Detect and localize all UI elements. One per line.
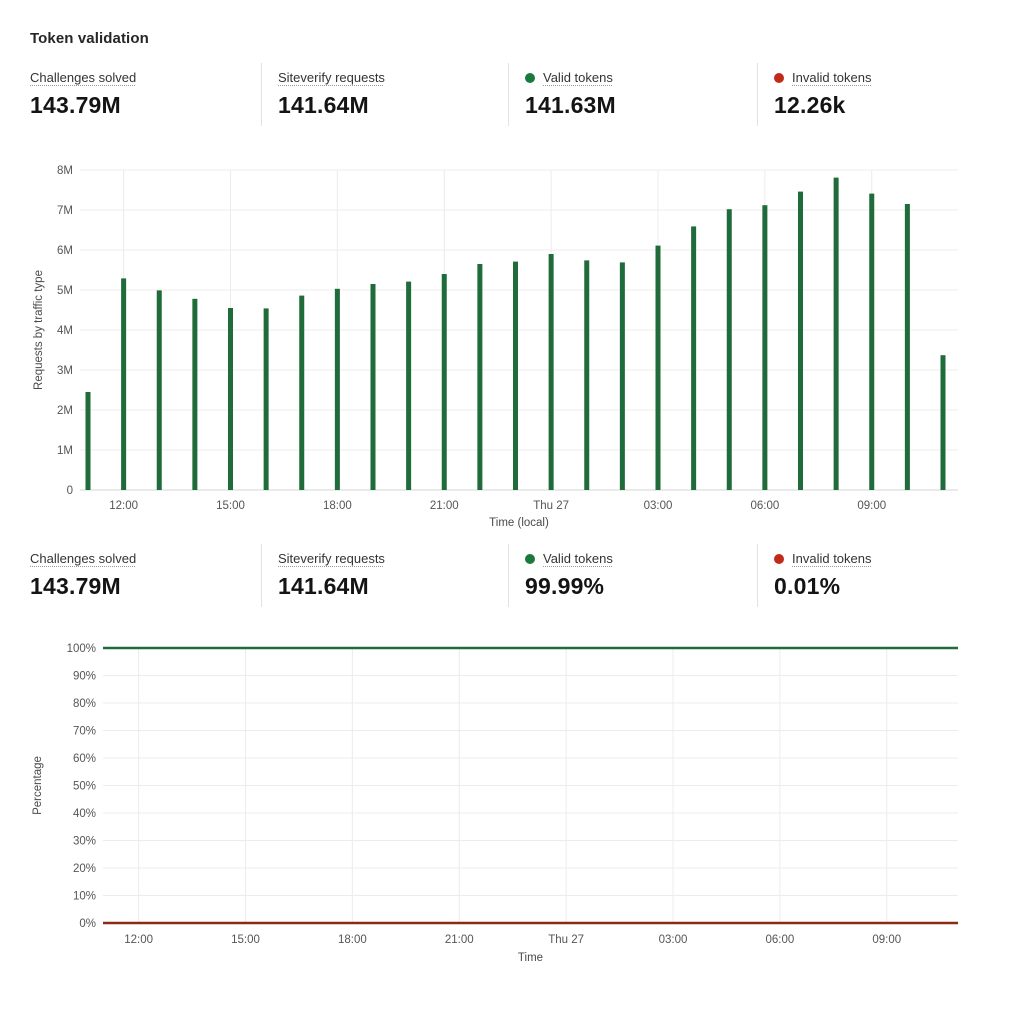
stat-invalid-tokens: Invalid tokens 0.01% [757, 544, 989, 607]
page-title: Token validation [30, 30, 149, 47]
stat-label: Challenges solved [30, 70, 137, 85]
svg-text:03:00: 03:00 [659, 934, 688, 946]
token-validity-percentage-chart[interactable]: 0% 10% 20% 30% 40% 50% 60% 70% 80% 90% 100% 12:00 15… [30, 635, 959, 970]
svg-text:18:00: 18:00 [323, 500, 352, 512]
svg-text:100%: 100% [67, 643, 96, 655]
svg-text:10%: 10% [73, 891, 96, 903]
svg-text:12:00: 12:00 [109, 500, 138, 512]
stat-label: Valid tokens [543, 551, 613, 566]
stat-invalid-tokens: Invalid tokens 12.26k [757, 63, 989, 126]
svg-text:Time: Time [518, 952, 543, 964]
svg-text:18:00: 18:00 [338, 934, 367, 946]
svg-text:0%: 0% [79, 918, 96, 930]
stat-label: Invalid tokens [792, 551, 872, 566]
stat-label: Siteverify requests [278, 70, 385, 85]
svg-text:20%: 20% [73, 863, 96, 875]
stat-label: Invalid tokens [792, 70, 872, 85]
stat-value: 0.01% [774, 573, 841, 599]
svg-text:Thu 27: Thu 27 [548, 934, 584, 946]
stat-value: 143.79M [30, 92, 121, 118]
stat-value: 141.64M [278, 573, 369, 599]
stats-row-top: Challenges solved 143.79M Siteverify req… [30, 63, 989, 126]
stat-value: 143.79M [30, 573, 121, 599]
svg-text:5M: 5M [57, 285, 73, 297]
svg-text:80%: 80% [73, 698, 96, 710]
stat-challenges-solved: Challenges solved 143.79M [30, 63, 261, 126]
svg-text:Requests by traffic type: Requests by traffic type [33, 270, 45, 390]
svg-text:Thu 27: Thu 27 [533, 500, 569, 512]
valid-tokens-dot-icon [525, 554, 535, 564]
stat-label: Siteverify requests [278, 551, 385, 566]
stat-siteverify-requests: Siteverify requests 141.64M [261, 63, 508, 126]
stat-valid-tokens: Valid tokens 99.99% [508, 544, 757, 607]
svg-text:Time (local): Time (local) [489, 517, 549, 529]
stat-value: 12.26k [774, 92, 846, 118]
svg-text:8M: 8M [57, 165, 73, 177]
invalid-tokens-dot-icon [774, 73, 784, 83]
svg-text:06:00: 06:00 [765, 934, 794, 946]
stat-siteverify-requests: Siteverify requests 141.64M [261, 544, 508, 607]
svg-text:2M: 2M [57, 405, 73, 417]
svg-text:50%: 50% [73, 781, 96, 793]
svg-text:15:00: 15:00 [231, 934, 260, 946]
svg-text:09:00: 09:00 [872, 934, 901, 946]
stats-row-bottom: Challenges solved 143.79M Siteverify req… [30, 544, 989, 607]
svg-text:15:00: 15:00 [216, 500, 245, 512]
svg-text:09:00: 09:00 [857, 500, 886, 512]
requests-by-traffic-type-chart[interactable]: 0 1M 2M 3M 4M 5M 6M 7M 8M 12:00 15:00 18:00 21:00 Thu… [30, 160, 959, 535]
svg-text:30%: 30% [73, 836, 96, 848]
svg-text:21:00: 21:00 [430, 500, 459, 512]
svg-text:Percentage: Percentage [32, 756, 44, 815]
svg-text:90%: 90% [73, 671, 96, 683]
stat-value: 99.99% [525, 573, 605, 599]
stat-label: Challenges solved [30, 551, 137, 566]
stat-value: 141.64M [278, 92, 369, 118]
svg-text:4M: 4M [57, 325, 73, 337]
svg-text:40%: 40% [73, 808, 96, 820]
svg-text:0: 0 [67, 485, 73, 497]
svg-text:21:00: 21:00 [445, 934, 474, 946]
invalid-tokens-dot-icon [774, 554, 784, 564]
svg-text:6M: 6M [57, 245, 73, 257]
svg-text:1M: 1M [57, 445, 73, 457]
svg-text:12:00: 12:00 [124, 934, 153, 946]
stat-label: Valid tokens [543, 70, 613, 85]
svg-text:60%: 60% [73, 753, 96, 765]
svg-text:7M: 7M [57, 205, 73, 217]
svg-text:3M: 3M [57, 365, 73, 377]
svg-text:70%: 70% [73, 726, 96, 738]
stat-value: 141.63M [525, 92, 616, 118]
svg-text:03:00: 03:00 [644, 500, 673, 512]
valid-tokens-dot-icon [525, 73, 535, 83]
stat-valid-tokens: Valid tokens 141.63M [508, 63, 757, 126]
svg-text:06:00: 06:00 [750, 500, 779, 512]
stat-challenges-solved: Challenges solved 143.79M [30, 544, 261, 607]
